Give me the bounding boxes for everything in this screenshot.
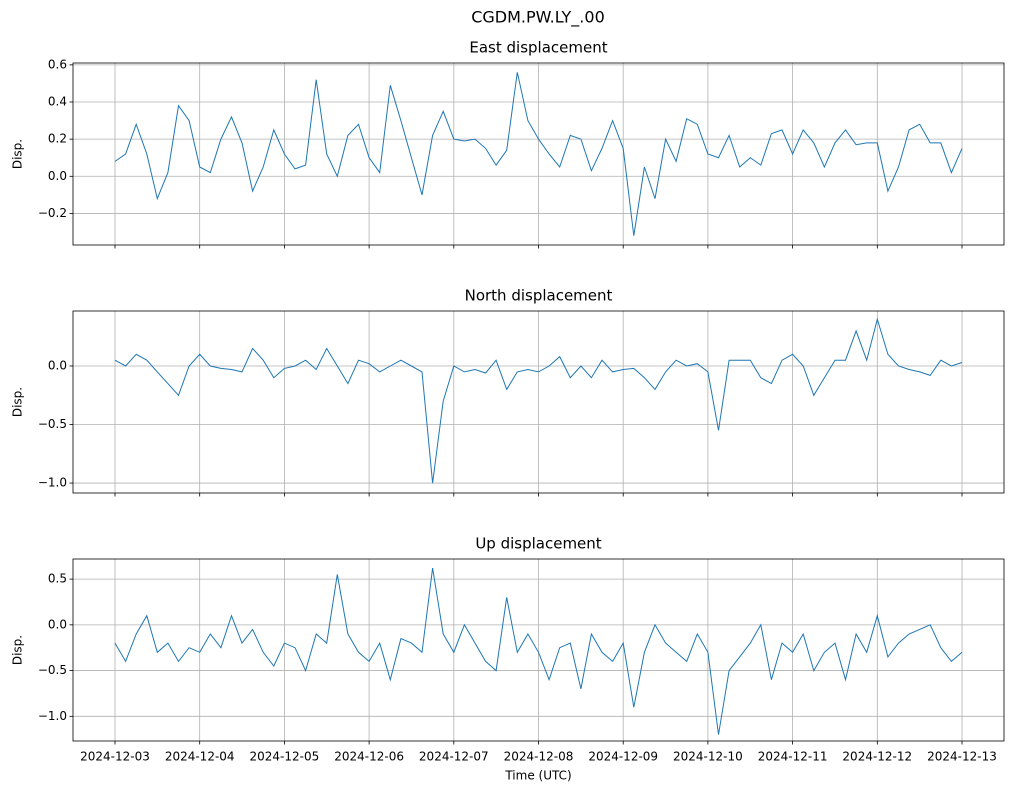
x-tick-label: 2024-12-04: [165, 750, 235, 764]
x-tick-label: 2024-12-08: [504, 750, 574, 764]
y-axis-label: Disp.: [11, 635, 25, 665]
y-axis-label: Disp.: [11, 139, 25, 169]
figure-title: CGDM.PW.LY_.00: [471, 8, 605, 28]
y-tick-label: 0.4: [48, 95, 67, 109]
y-tick-label: −1.0: [38, 476, 67, 490]
y-tick-label: −0.5: [38, 663, 67, 677]
plot-frame: [72, 558, 1005, 742]
x-tick-label: 2024-12-11: [758, 750, 828, 764]
plot-frame: [72, 310, 1005, 494]
x-tick-label: 2024-12-09: [588, 750, 658, 764]
x-tick-label: 2024-12-07: [419, 750, 489, 764]
x-tick-label: 2024-12-05: [250, 750, 320, 764]
x-tick-label: 2024-12-12: [842, 750, 912, 764]
subplot-title: North displacement: [465, 287, 613, 305]
x-tick-label: 2024-12-06: [334, 750, 404, 764]
y-tick-label: −0.2: [38, 206, 67, 220]
y-tick-label: −0.5: [38, 417, 67, 431]
x-tick-label: 2024-12-10: [673, 750, 743, 764]
data-line: [114, 72, 963, 236]
y-tick-label: 0.6: [48, 57, 67, 71]
y-axis-label: Disp.: [11, 387, 25, 417]
data-line: [114, 568, 963, 735]
y-tick-label: 0.2: [48, 132, 67, 146]
x-tick-label: 2024-12-03: [80, 750, 150, 764]
x-tick-label: 2024-12-13: [927, 750, 997, 764]
y-tick-label: 0.0: [48, 359, 67, 373]
x-axis-label: Time (UTC): [504, 769, 571, 783]
subplot-title: Up displacement: [475, 535, 601, 553]
plot-frame: [72, 62, 1005, 246]
y-tick-label: −1.0: [38, 709, 67, 723]
subplot-title: East displacement: [469, 39, 607, 57]
y-tick-label: 0.0: [48, 617, 67, 631]
data-line: [114, 317, 963, 484]
y-tick-label: 0.0: [48, 169, 67, 183]
y-tick-label: 0.5: [48, 572, 67, 586]
